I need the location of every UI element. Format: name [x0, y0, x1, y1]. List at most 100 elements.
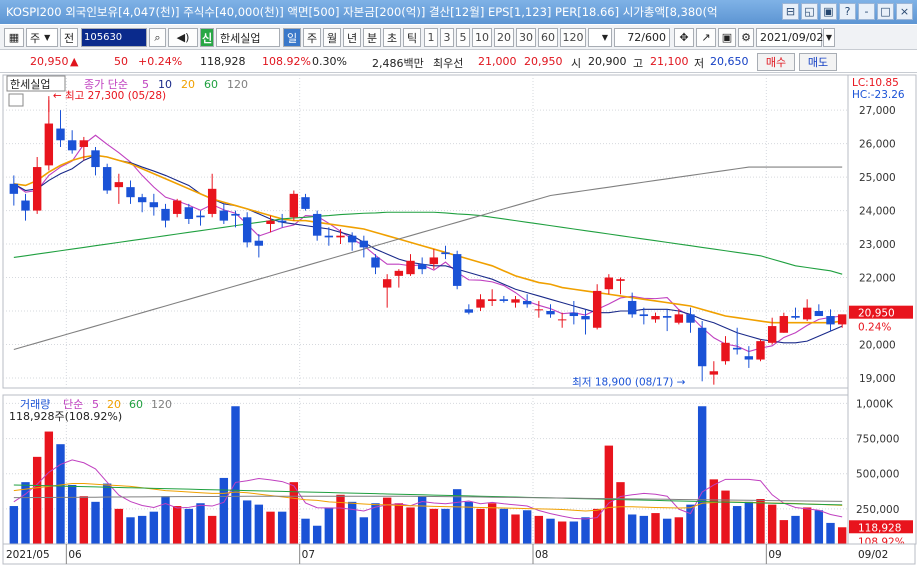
volume-legend-60: 60	[129, 398, 143, 411]
volume-bar	[616, 482, 625, 544]
interval-5-button[interactable]: 5	[456, 28, 470, 47]
draw-tool-icon[interactable]: ↗	[696, 28, 716, 47]
interval-30-button[interactable]: 30	[516, 28, 536, 47]
custom-interval-combo[interactable]: ▼	[588, 28, 612, 47]
candle-body	[149, 202, 159, 208]
interval-3-button[interactable]: 3	[440, 28, 454, 47]
volume-bar	[581, 517, 590, 544]
period-day-button[interactable]: 일	[283, 28, 301, 47]
candle-body	[172, 200, 182, 214]
candle-body	[371, 257, 380, 268]
chevron-down-icon: ▼	[601, 33, 608, 42]
up-arrow-icon: ▲	[70, 55, 79, 68]
gear-icon[interactable]: ⚙	[738, 28, 754, 47]
current-price-marker-label: 20,950	[858, 308, 895, 320]
low-price: 20,650	[710, 55, 749, 68]
volume-legend-20: 20	[107, 398, 121, 411]
volume-bar	[429, 508, 439, 544]
chart-type-combo[interactable]: 주 ▼	[26, 28, 58, 47]
period-minute-button[interactable]: 분	[363, 28, 381, 47]
link-icon[interactable]: ⊟	[782, 3, 799, 20]
period-second-button[interactable]: 초	[383, 28, 401, 47]
volume-bar	[557, 521, 567, 544]
stock-chart[interactable]: 한세실업 종가 단순 5 10 20 60 120 ← 최고 27,300 (05/28) 최저…	[0, 73, 917, 567]
maximize-icon[interactable]: □	[877, 3, 894, 20]
candle-body	[9, 183, 19, 194]
candle-body	[254, 240, 264, 246]
candle-body	[592, 290, 602, 328]
candle-body	[744, 356, 754, 360]
ma-legend-20: 20	[181, 78, 195, 91]
candle-body	[336, 235, 345, 238]
candle-body	[487, 299, 497, 301]
search-icon[interactable]: ⌕	[149, 28, 166, 47]
volume-ma5-line	[13, 459, 843, 520]
best-bid: 20,950	[524, 55, 563, 68]
interval-10-button[interactable]: 10	[472, 28, 492, 47]
best-ask: 21,000	[478, 55, 517, 68]
speaker-icon[interactable]: ◀)	[168, 28, 198, 47]
interval-60-button[interactable]: 60	[538, 28, 558, 47]
interval-1-button[interactable]: 1	[424, 28, 438, 47]
volume-bar	[114, 508, 124, 544]
volume-bar	[137, 515, 147, 544]
x-axis-label: 09	[768, 549, 781, 561]
candle-body	[126, 187, 135, 198]
interval-120-button[interactable]: 120	[560, 28, 586, 47]
volume-bar	[756, 499, 765, 544]
exchange-combo[interactable]: 전	[60, 28, 78, 47]
candle-body	[604, 277, 614, 290]
volume-bar	[347, 501, 357, 544]
save-icon[interactable]: ▣	[718, 28, 736, 47]
candle-body	[662, 316, 672, 318]
volume-bar	[441, 508, 450, 544]
candle-body	[21, 200, 30, 211]
volume-ma60-line	[13, 484, 843, 506]
close-icon[interactable]: ×	[896, 3, 913, 20]
candle-body	[161, 208, 170, 221]
volume-ma-legend-label: 단순	[63, 398, 83, 411]
x-axis-frame	[2, 543, 916, 565]
candle-body	[137, 197, 147, 203]
ma-legend-120: 120	[227, 78, 248, 91]
period-month-button[interactable]: 월	[323, 28, 341, 47]
volume-bar	[371, 503, 380, 544]
calendar-icon[interactable]: ▦	[4, 28, 24, 47]
candle-body	[651, 316, 660, 320]
chevron-down-icon[interactable]: ▼	[823, 28, 835, 47]
volume-bar	[149, 511, 159, 544]
volume-bar	[231, 406, 240, 544]
stock-name-field[interactable]: 한세실업	[216, 28, 280, 47]
volume-bar	[312, 525, 322, 544]
volume-bar	[802, 507, 812, 544]
period-week-button[interactable]: 주	[303, 28, 321, 47]
volume-bar	[102, 483, 112, 544]
volume-tick-label: 1,000K	[856, 398, 894, 410]
candle-body	[67, 140, 77, 151]
period-year-button[interactable]: 년	[343, 28, 361, 47]
volume-bar	[172, 506, 182, 544]
help-icon[interactable]: ?	[839, 3, 856, 20]
candle-count-field[interactable]: 72/600	[614, 28, 670, 47]
candle-body	[207, 188, 217, 214]
date-field[interactable]: 2021/09/02	[756, 28, 823, 47]
crosshair-icon[interactable]: ✥	[674, 28, 694, 47]
current-price-marker	[849, 305, 913, 319]
candle-body	[79, 140, 89, 147]
period-tick-button[interactable]: 틱	[403, 28, 421, 47]
candle-body	[674, 314, 684, 323]
candle-body	[184, 207, 194, 219]
volume-bar	[826, 522, 835, 544]
volume-bar	[651, 513, 660, 544]
ma-120-line	[13, 166, 843, 351]
stock-code-input[interactable]: 105630	[81, 28, 147, 47]
sell-button[interactable]: 매도	[799, 53, 837, 71]
pin-icon[interactable]: ▣	[820, 3, 837, 20]
buy-button[interactable]: 매수	[757, 53, 795, 71]
volume-bar	[301, 518, 310, 544]
minimize-icon[interactable]: -	[858, 3, 875, 20]
layout-icon[interactable]: ◱	[801, 3, 818, 20]
volume-current-label: 118,928주(108.92%)	[9, 410, 122, 423]
interval-20-button[interactable]: 20	[494, 28, 514, 47]
volume-bar	[639, 515, 649, 544]
